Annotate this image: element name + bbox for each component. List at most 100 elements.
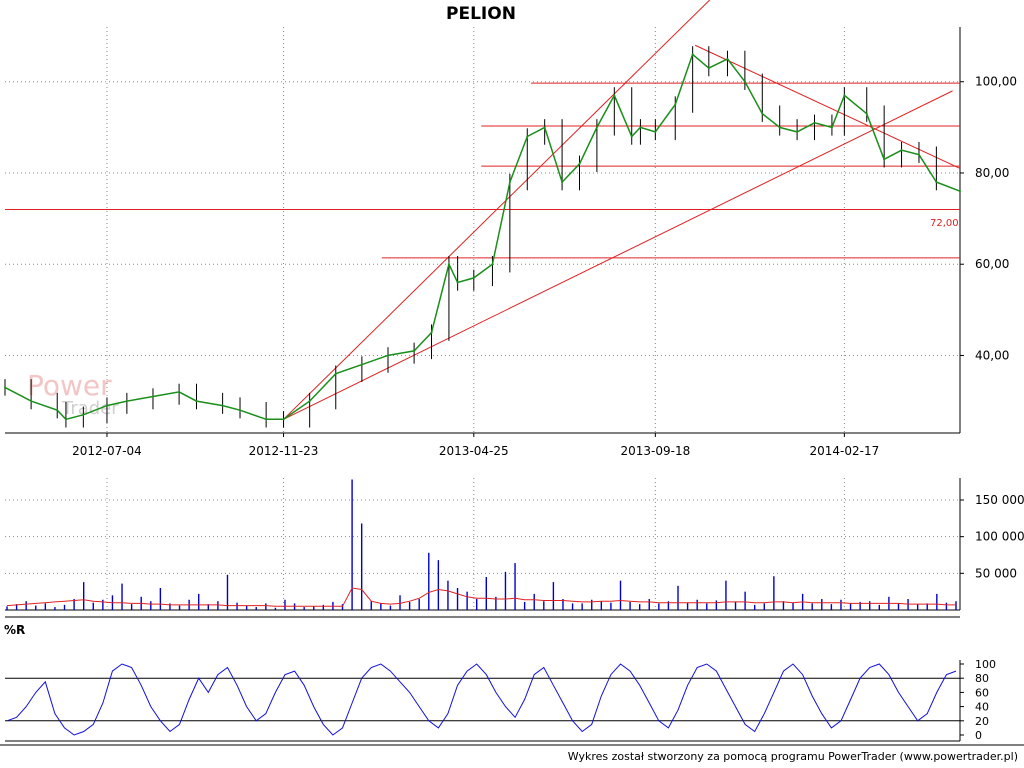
price-x-axis: 2012-07-04 2012-11-23 2013-04-25 2013-09-18… [72,433,879,458]
price-point [178,390,181,393]
williams-r-y-tick-label: 20 [975,715,989,728]
price-point [935,181,938,184]
price-point [613,94,616,97]
watermark-power: Power [27,369,112,402]
price-point [654,130,657,133]
price-point [360,363,363,366]
price-x-tick-label: 2012-11-23 [249,444,319,458]
price-x-tick-label: 2013-09-18 [620,444,690,458]
volume-y-axis: 50 000 100 000 150 000 [960,493,1024,580]
williams-r-title: %R [4,623,25,637]
price-point [64,418,67,421]
price-point [526,135,529,138]
price-point [151,395,154,398]
price-point [82,413,85,416]
trend-line [283,90,953,420]
price-point [639,126,642,129]
price-point [578,162,581,165]
price-x-tick-label: 2013-04-25 [439,444,509,458]
volume-y-tick-label: 50 000 [975,566,1017,580]
price-point [447,263,450,266]
price-point [796,130,799,133]
price-series [4,46,961,428]
price-y-axis: 40,00 60,00 80,00 100,00 [960,75,1017,362]
price-point [883,158,886,161]
watermark-trader: Trader [61,398,119,419]
price-point [707,67,710,70]
price-y-tick-label: 60,00 [975,257,1009,271]
price-panel: 40,00 60,00 80,00 100,00 2012-07-04 2012-11-… [4,0,1017,458]
volume-y-tick-label: 100 000 [975,530,1024,544]
price-point [4,386,6,389]
price-point [430,331,433,334]
price-point [743,80,746,83]
price-point [691,53,694,56]
trend-line [283,0,711,420]
price-point [761,112,764,115]
price-point [308,400,311,403]
price-x-tick-label: 2012-07-04 [72,444,142,458]
price-point [105,404,108,407]
price-point [900,149,903,152]
volume-average [6,587,956,607]
chart-title: PELION [446,4,516,24]
volume-panel: 50 000 100 000 150 000 [5,478,1024,618]
price-point [472,276,475,279]
volume-average-line [6,587,956,607]
price-point [595,126,598,129]
trend-line [694,44,961,169]
price-x-tick-label: 2014-02-17 [809,444,879,458]
price-close-line [4,53,961,421]
price-point [843,94,846,97]
volume-grid [5,478,960,610]
williams-r-y-tick-label: 80 [975,672,989,685]
volume-y-tick-label: 150 000 [975,493,1024,507]
price-point [543,126,546,129]
price-point [508,181,511,184]
williams-r-series [6,663,957,736]
price-point [239,409,242,412]
williams-r-y-tick-label: 40 [975,701,989,714]
price-point [491,263,494,266]
last-price-value: 72,00 [930,218,959,229]
price-point [830,126,833,129]
price-grid [5,27,960,433]
price-point [413,349,416,352]
price-point [674,103,677,106]
trend-lines [283,0,961,420]
williams-r-y-tick-label: 100 [975,658,996,671]
price-point [56,409,59,412]
price-point [125,400,128,403]
price-point [917,153,920,156]
price-point [195,400,198,403]
price-y-tick-label: 80,00 [975,166,1009,180]
price-point [630,135,633,138]
last-price-label: 72,00 [930,218,959,229]
price-point [813,121,816,124]
williams-r-grid [5,677,960,722]
williams-r-y-tick-label: 0 [975,729,982,742]
price-y-tick-label: 100,00 [975,75,1017,89]
price-point [334,372,337,375]
price-point [282,418,285,421]
williams-r-line [6,663,957,736]
footer-credit: Wykres został stworzony za pomocą progra… [568,750,1018,763]
price-point [959,190,961,193]
price-point [456,281,459,284]
price-y-tick-label: 40,00 [975,348,1009,362]
price-point [865,112,868,115]
williams-r-y-tick-label: 60 [975,686,989,699]
volume-bars [6,479,957,610]
price-point [221,404,224,407]
price-point [265,418,268,421]
horizontal-levels [5,82,960,259]
watermark-logo: Power Trader [27,369,119,419]
price-point [386,354,389,357]
price-point [30,400,33,403]
price-point [778,126,781,129]
price-point [726,57,729,60]
price-point [561,181,564,184]
